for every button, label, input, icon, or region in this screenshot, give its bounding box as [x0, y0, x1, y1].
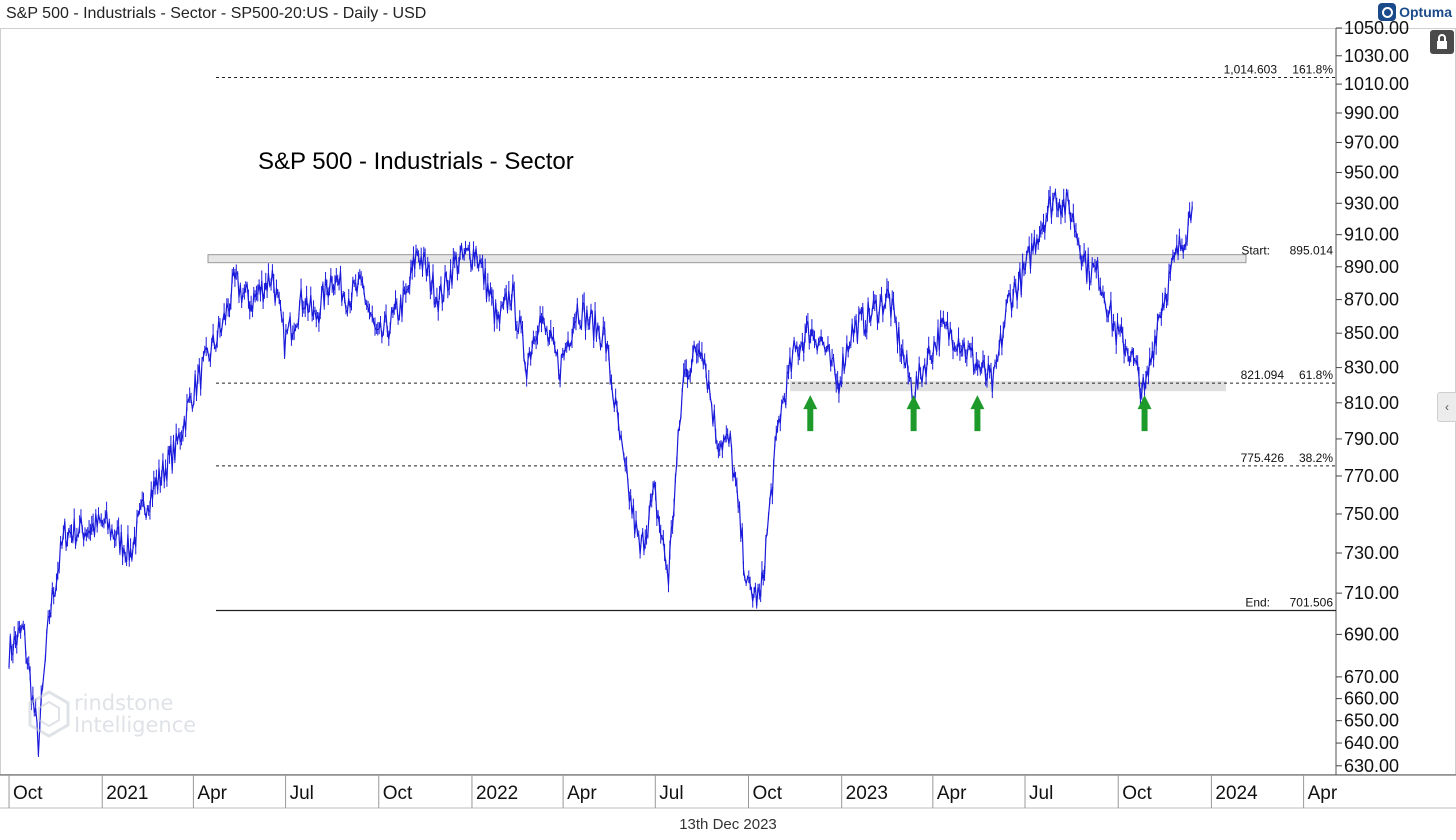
start-band: [207, 254, 1247, 264]
x-tick-label: Apr: [197, 783, 227, 804]
x-tick-label: Oct: [752, 783, 782, 804]
level-label: 775.426: [1241, 451, 1285, 465]
x-tick-label: 2023: [846, 783, 888, 804]
y-tick-label: 950.00: [1344, 163, 1399, 183]
chart-date: 13th Dec 2023: [679, 816, 777, 833]
x-tick-label: 2024: [1215, 783, 1258, 804]
y-tick-label: 650.00: [1344, 711, 1399, 731]
lock-icon: [1437, 34, 1447, 49]
x-tick-label: Apr: [937, 783, 967, 804]
y-tick-label: 830.00: [1344, 358, 1399, 378]
y-tick-label: 690.00: [1344, 624, 1399, 644]
level-value: 38.2%: [1299, 451, 1333, 465]
x-tick-label: Oct: [1122, 783, 1152, 804]
x-tick-label: 2022: [476, 783, 518, 804]
x-tick-label: Jul: [290, 783, 314, 804]
optuma-logo-icon: [1378, 3, 1397, 21]
y-tick-label: 670.00: [1344, 667, 1399, 687]
y-tick-label: 710.00: [1344, 583, 1399, 603]
watermark-line-2: Intelligence: [74, 713, 197, 737]
x-tick-label: Apr: [1308, 783, 1338, 804]
watermark-line-1: rindstone: [74, 691, 174, 715]
support-arrows: [803, 395, 1152, 432]
support-arrow-icon: [906, 395, 921, 432]
grindstone-logo-icon: [28, 690, 70, 738]
chart-title: S&P 500 - Industrials - Sector: [258, 148, 574, 175]
level-label: End:: [1245, 596, 1270, 610]
x-axis[interactable]: Oct 2021 Apr Jul Oct 2022 Apr Jul Oct 2023 Apr Jul O…: [8, 775, 1338, 808]
optuma-brand-label: Optuma: [1399, 4, 1452, 20]
y-tick-label: 640.00: [1344, 733, 1399, 753]
y-tick-label: 630.00: [1344, 756, 1399, 776]
y-tick-label: 970.00: [1344, 132, 1399, 152]
support-arrow-icon: [803, 395, 818, 432]
grindstone-watermark: rindstone Intelligence: [28, 690, 196, 738]
y-tick-label: 750.00: [1344, 504, 1399, 524]
level-value: 701.506: [1290, 596, 1334, 610]
y-tick-label: 1010.00: [1344, 74, 1409, 94]
level-label: 1,014.603: [1224, 63, 1278, 77]
y-tick-label: 1050.00: [1344, 18, 1409, 38]
level-value: 61.8%: [1299, 368, 1333, 382]
y-tick-label: 910.00: [1344, 225, 1399, 245]
y-tick-label: 990.00: [1344, 103, 1399, 123]
level-value: 161.8%: [1292, 63, 1333, 77]
x-tick-label: Oct: [383, 783, 413, 804]
x-tick-label: Oct: [13, 783, 43, 804]
level-value: 895.014: [1290, 244, 1334, 258]
plot-frame: [0, 28, 1456, 809]
y-tick-label: 660.00: [1344, 689, 1399, 709]
price-line: [8, 191, 1193, 756]
side-panel-toggle[interactable]: ‹: [1437, 392, 1456, 422]
chart-header: S&P 500 - Industrials - Sector - SP500-2…: [0, 0, 1456, 28]
y-tick-label: 790.00: [1344, 429, 1399, 449]
lock-button[interactable]: [1430, 30, 1454, 54]
support-arrow-icon: [970, 395, 985, 432]
price-series: [8, 186, 1193, 757]
x-tick-label: 2021: [106, 783, 148, 804]
optuma-brand: Optuma: [1378, 3, 1452, 21]
y-tick-label: 890.00: [1344, 257, 1399, 277]
level-label: 821.094: [1241, 368, 1285, 382]
x-tick-label: Jul: [659, 783, 683, 804]
x-tick-label: Jul: [1029, 783, 1053, 804]
y-tick-label: 730.00: [1344, 543, 1399, 563]
y-tick-label: 850.00: [1344, 323, 1399, 343]
y-tick-label: 870.00: [1344, 290, 1399, 310]
chevron-left-icon: ‹: [1445, 400, 1449, 414]
y-tick-label: 1030.00: [1344, 46, 1409, 66]
fib-levels: 895.014 Start: 161.8% 1,014.603 61.8% 821.094…: [207, 63, 1336, 612]
chart-header-title: S&P 500 - Industrials - Sector - SP500-2…: [6, 5, 427, 22]
support-band: [790, 381, 1226, 392]
x-tick-label: Apr: [567, 783, 597, 804]
level-label: Start:: [1241, 244, 1270, 258]
support-arrow-icon: [1137, 395, 1152, 432]
y-tick-label: 810.00: [1344, 393, 1399, 413]
y-tick-label: 770.00: [1344, 466, 1399, 486]
y-tick-label: 930.00: [1344, 193, 1399, 213]
